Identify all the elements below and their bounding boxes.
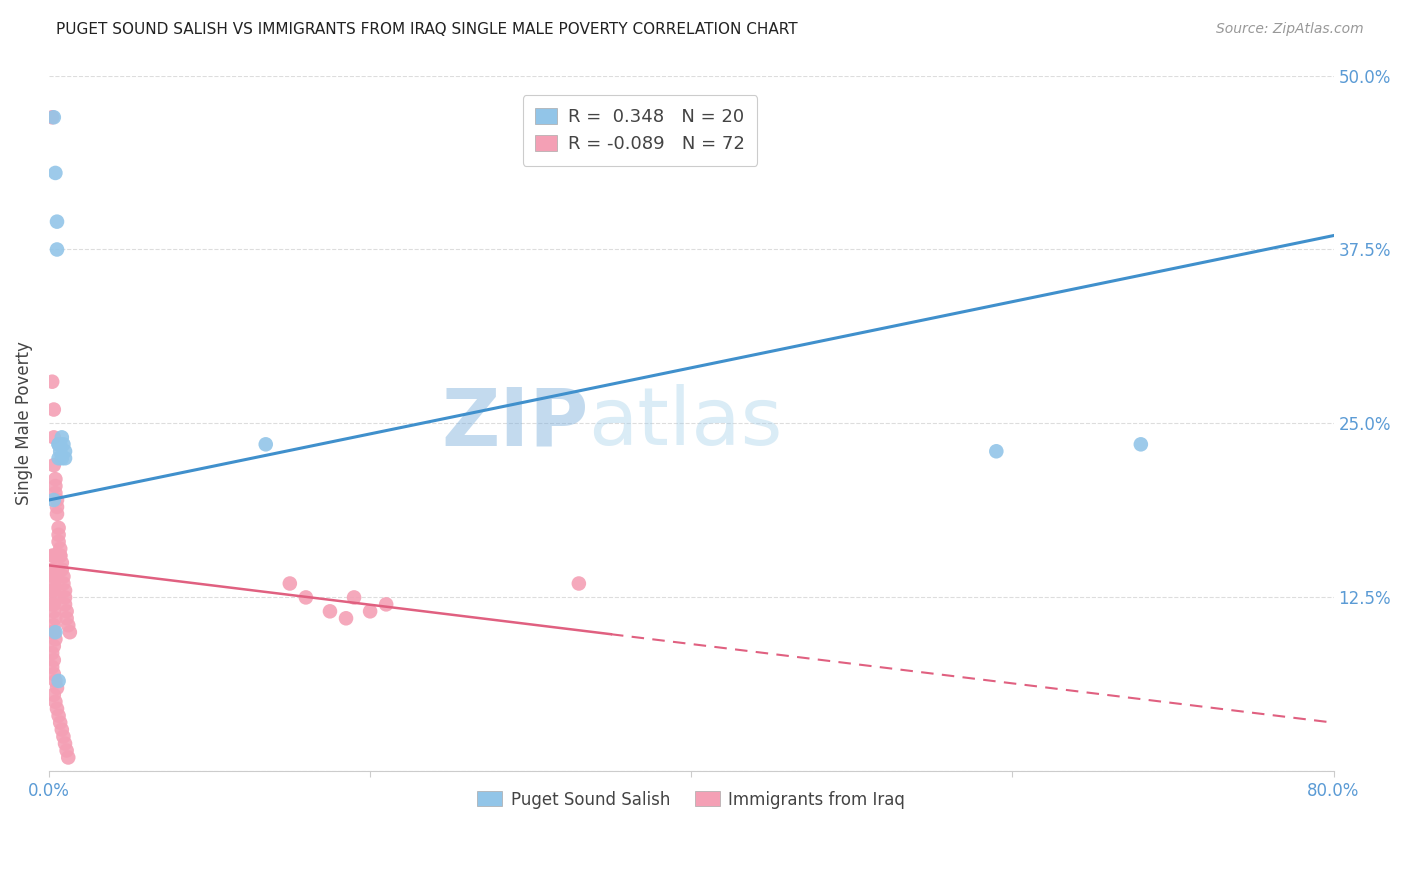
Point (42, 110, 65, 124)
Point (1129, 437, 1152, 451)
Point (51, 563, 73, 577)
Point (42, 563, 65, 577)
Point (49, 549, 72, 563)
Point (44, 695, 66, 709)
Point (53, 591, 76, 605)
Point (42, 618, 65, 632)
Point (568, 576, 591, 591)
Point (58, 618, 80, 632)
Point (51, 451, 73, 466)
Point (42, 667, 65, 681)
Point (52, 437, 75, 451)
Point (42, 549, 65, 563)
Point (41, 563, 63, 577)
Text: ZIP: ZIP (441, 384, 589, 462)
Point (41, 110, 63, 124)
Point (44, 673, 66, 688)
Point (53, 444, 76, 458)
Point (42, 639, 65, 653)
Point (46, 500, 69, 514)
Point (41, 646, 63, 660)
Point (48, 534, 70, 549)
Point (42, 576, 65, 591)
Point (58, 750, 80, 764)
Point (46, 214, 69, 228)
Point (49, 549, 72, 563)
Point (51, 556, 73, 570)
Point (44, 611, 66, 625)
Point (41, 549, 63, 563)
Text: Source: ZipAtlas.com: Source: ZipAtlas.com (1216, 22, 1364, 37)
Point (55, 611, 77, 625)
Point (49, 541, 72, 556)
Point (278, 576, 301, 591)
Point (46, 507, 69, 521)
Point (52, 730, 75, 744)
Point (48, 437, 70, 451)
Point (48, 528, 70, 542)
Point (55, 743, 77, 757)
Point (48, 708, 70, 723)
Point (42, 598, 65, 612)
Point (295, 591, 318, 605)
Point (44, 632, 66, 647)
Point (51, 723, 73, 737)
Point (375, 598, 398, 612)
Point (42, 583, 65, 598)
Point (44, 549, 66, 563)
Point (53, 583, 76, 598)
Point (343, 591, 366, 605)
Point (44, 625, 66, 640)
Point (41, 598, 63, 612)
Point (46, 702, 69, 716)
Point (46, 681, 69, 695)
Point (42, 402, 65, 417)
Y-axis label: Single Male Poverty: Single Male Poverty (15, 342, 32, 506)
Point (254, 437, 277, 451)
Point (51, 430, 73, 444)
Point (44, 569, 66, 583)
Point (42, 430, 65, 444)
Point (44, 486, 66, 500)
Point (52, 576, 75, 591)
Point (986, 444, 1008, 458)
Point (55, 604, 77, 618)
Point (44, 166, 66, 180)
Point (59, 625, 82, 640)
Point (48, 451, 70, 466)
Point (42, 653, 65, 667)
Point (42, 688, 65, 702)
Point (42, 493, 65, 508)
Point (48, 673, 70, 688)
Point (44, 479, 66, 493)
Point (49, 437, 72, 451)
Point (44, 591, 66, 605)
Point (48, 521, 70, 535)
Text: atlas: atlas (589, 384, 783, 462)
Point (359, 604, 381, 618)
Point (49, 715, 72, 730)
Point (48, 437, 70, 451)
Point (319, 604, 342, 618)
Point (41, 660, 63, 674)
Point (42, 604, 65, 618)
Text: PUGET SOUND SALISH VS IMMIGRANTS FROM IRAQ SINGLE MALE POVERTY CORRELATION CHART: PUGET SOUND SALISH VS IMMIGRANTS FROM IR… (56, 22, 797, 37)
Point (52, 569, 75, 583)
Point (53, 451, 76, 466)
Point (46, 243, 69, 257)
Point (41, 375, 63, 389)
Point (41, 625, 63, 640)
Point (53, 737, 76, 751)
Point (335, 611, 357, 625)
Point (53, 598, 76, 612)
Legend: Puget Sound Salish, Immigrants from Iraq: Puget Sound Salish, Immigrants from Iraq (471, 784, 912, 815)
Point (42, 625, 65, 640)
Point (44, 472, 66, 486)
Point (42, 458, 65, 473)
Point (42, 569, 65, 583)
Point (49, 444, 72, 458)
Point (46, 493, 69, 508)
Point (41, 583, 63, 598)
